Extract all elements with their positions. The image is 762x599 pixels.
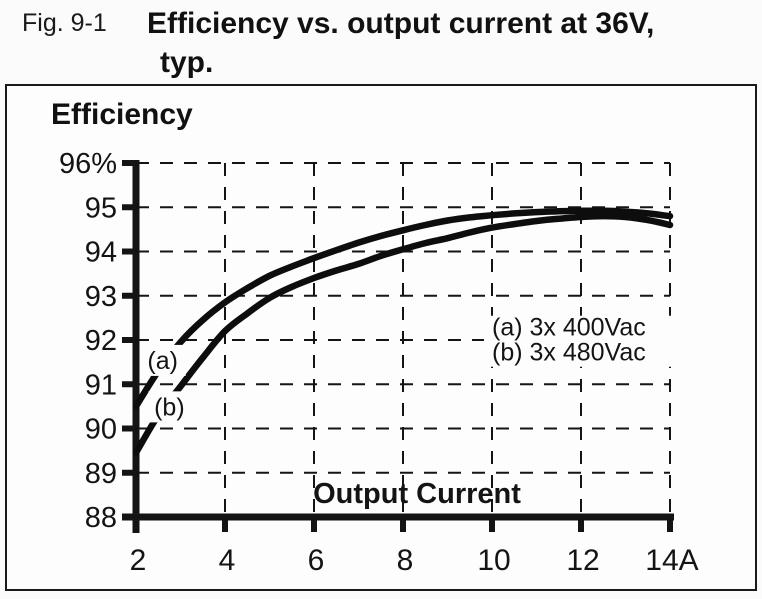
y-tick-label-90: 90 — [85, 414, 117, 446]
legend-item-bg — [484, 315, 672, 342]
figure-label: Fig. 9-1 — [22, 9, 107, 37]
figure-title-line1: Efficiency vs. output current at 36V, — [147, 7, 655, 40]
legend-item: (b) 3x 480Vac — [492, 339, 646, 367]
plot-area: (a) 3x 400Vac(b) 3x 480Vac 96% 95 94 93 92 91 9… — [59, 148, 699, 577]
x-tick-label-4: 4 — [219, 544, 236, 577]
x-tick-label-2: 2 — [130, 544, 147, 577]
legend-item-bg — [484, 340, 672, 367]
y-tick-label-96: 96% — [59, 148, 117, 180]
y-tick-label-95: 95 — [85, 192, 117, 224]
y-tick-label-93: 93 — [85, 281, 117, 313]
y-tick-label-94: 94 — [85, 237, 117, 269]
curve-label-b: (b) — [154, 393, 185, 421]
x-tick-label-10: 10 — [477, 544, 510, 577]
y-tick-label-91: 91 — [85, 369, 117, 401]
curve-b — [132, 212, 674, 457]
figure-title: Efficiency vs. output current at 36V, ty… — [147, 4, 654, 82]
x-tick-label-8: 8 — [397, 544, 414, 577]
y-tick-label-89: 89 — [85, 458, 117, 490]
curve-a — [132, 207, 674, 410]
figure-caption: Fig. 9-1 Efficiency vs. output current a… — [0, 0, 762, 84]
y-tick-label-88: 88 — [85, 502, 117, 534]
x-axis-title: Output Current — [313, 478, 521, 510]
chart-title: Efficiency — [51, 98, 193, 131]
chart-box: Efficiency (a) 3x 400Vac (b) 3x 480Vac 96%… — [5, 84, 757, 591]
x-tick-label-14: 14A — [645, 544, 698, 577]
curve-label-a: (a) — [147, 347, 178, 375]
x-tick-label-6: 6 — [308, 544, 325, 577]
curve-label-bg — [141, 344, 186, 376]
legend-item: (a) 3x 400Vac — [492, 314, 646, 342]
x-tick-label-12: 12 — [566, 544, 599, 577]
curve-label-bg — [148, 391, 193, 423]
figure-title-line2: typ. — [160, 46, 214, 79]
y-tick-label-92: 92 — [85, 325, 117, 357]
